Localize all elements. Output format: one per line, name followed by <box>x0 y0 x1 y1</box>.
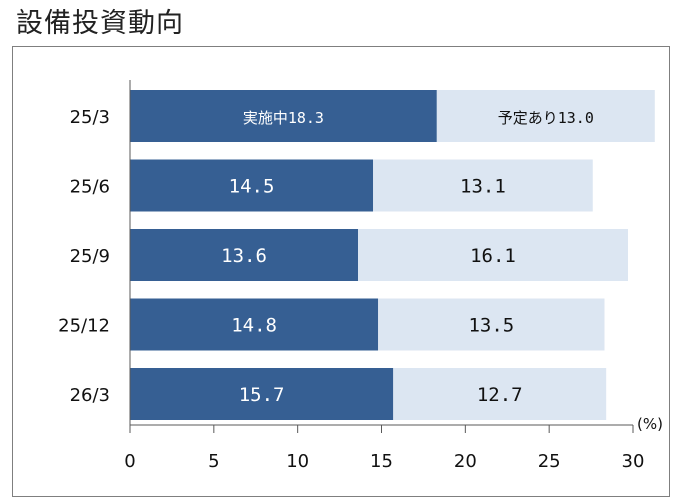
x-tick-label: 20 <box>454 451 477 472</box>
data-label-planned: 16.1 <box>470 245 516 267</box>
category-label: 25/9 <box>70 246 110 267</box>
bar-actual <box>130 368 394 420</box>
data-label-actual: 15.7 <box>239 384 285 406</box>
category-label: 26/3 <box>70 385 110 406</box>
data-label-actual: 14.8 <box>231 315 277 337</box>
x-tick-label: 25 <box>538 451 561 472</box>
bar-actual <box>130 90 437 142</box>
category-label: 25/6 <box>70 177 110 198</box>
x-tick-label: 10 <box>286 451 309 472</box>
data-label-actual: 13.6 <box>221 245 267 267</box>
data-label-planned: 13.5 <box>468 315 514 337</box>
data-label-actual: 14.5 <box>229 176 275 198</box>
bar-planned <box>358 229 628 281</box>
chart-frame <box>12 46 670 497</box>
data-label-actual: 実施中18.3 <box>243 109 324 127</box>
bar-actual <box>130 298 379 351</box>
bar-planned <box>436 90 655 142</box>
x-tick-label: 15 <box>370 451 393 472</box>
x-tick-label: 5 <box>208 451 219 472</box>
bar-planned <box>373 159 593 212</box>
x-tick-label: 0 <box>124 451 135 472</box>
chart-title: 設備投資動向 <box>16 8 184 39</box>
category-label: 25/3 <box>70 107 110 128</box>
bar-planned <box>393 368 607 420</box>
data-label-planned: 12.7 <box>477 384 523 406</box>
bar-actual <box>130 229 359 281</box>
data-label-planned: 13.1 <box>460 176 506 198</box>
data-label-planned: 予定あり13.0 <box>498 109 594 127</box>
x-tick-label: 30 <box>622 451 645 472</box>
category-label: 25/12 <box>58 316 110 337</box>
bar-actual <box>130 159 374 212</box>
bar-planned <box>378 298 605 351</box>
unit-label: (%) <box>637 415 663 433</box>
